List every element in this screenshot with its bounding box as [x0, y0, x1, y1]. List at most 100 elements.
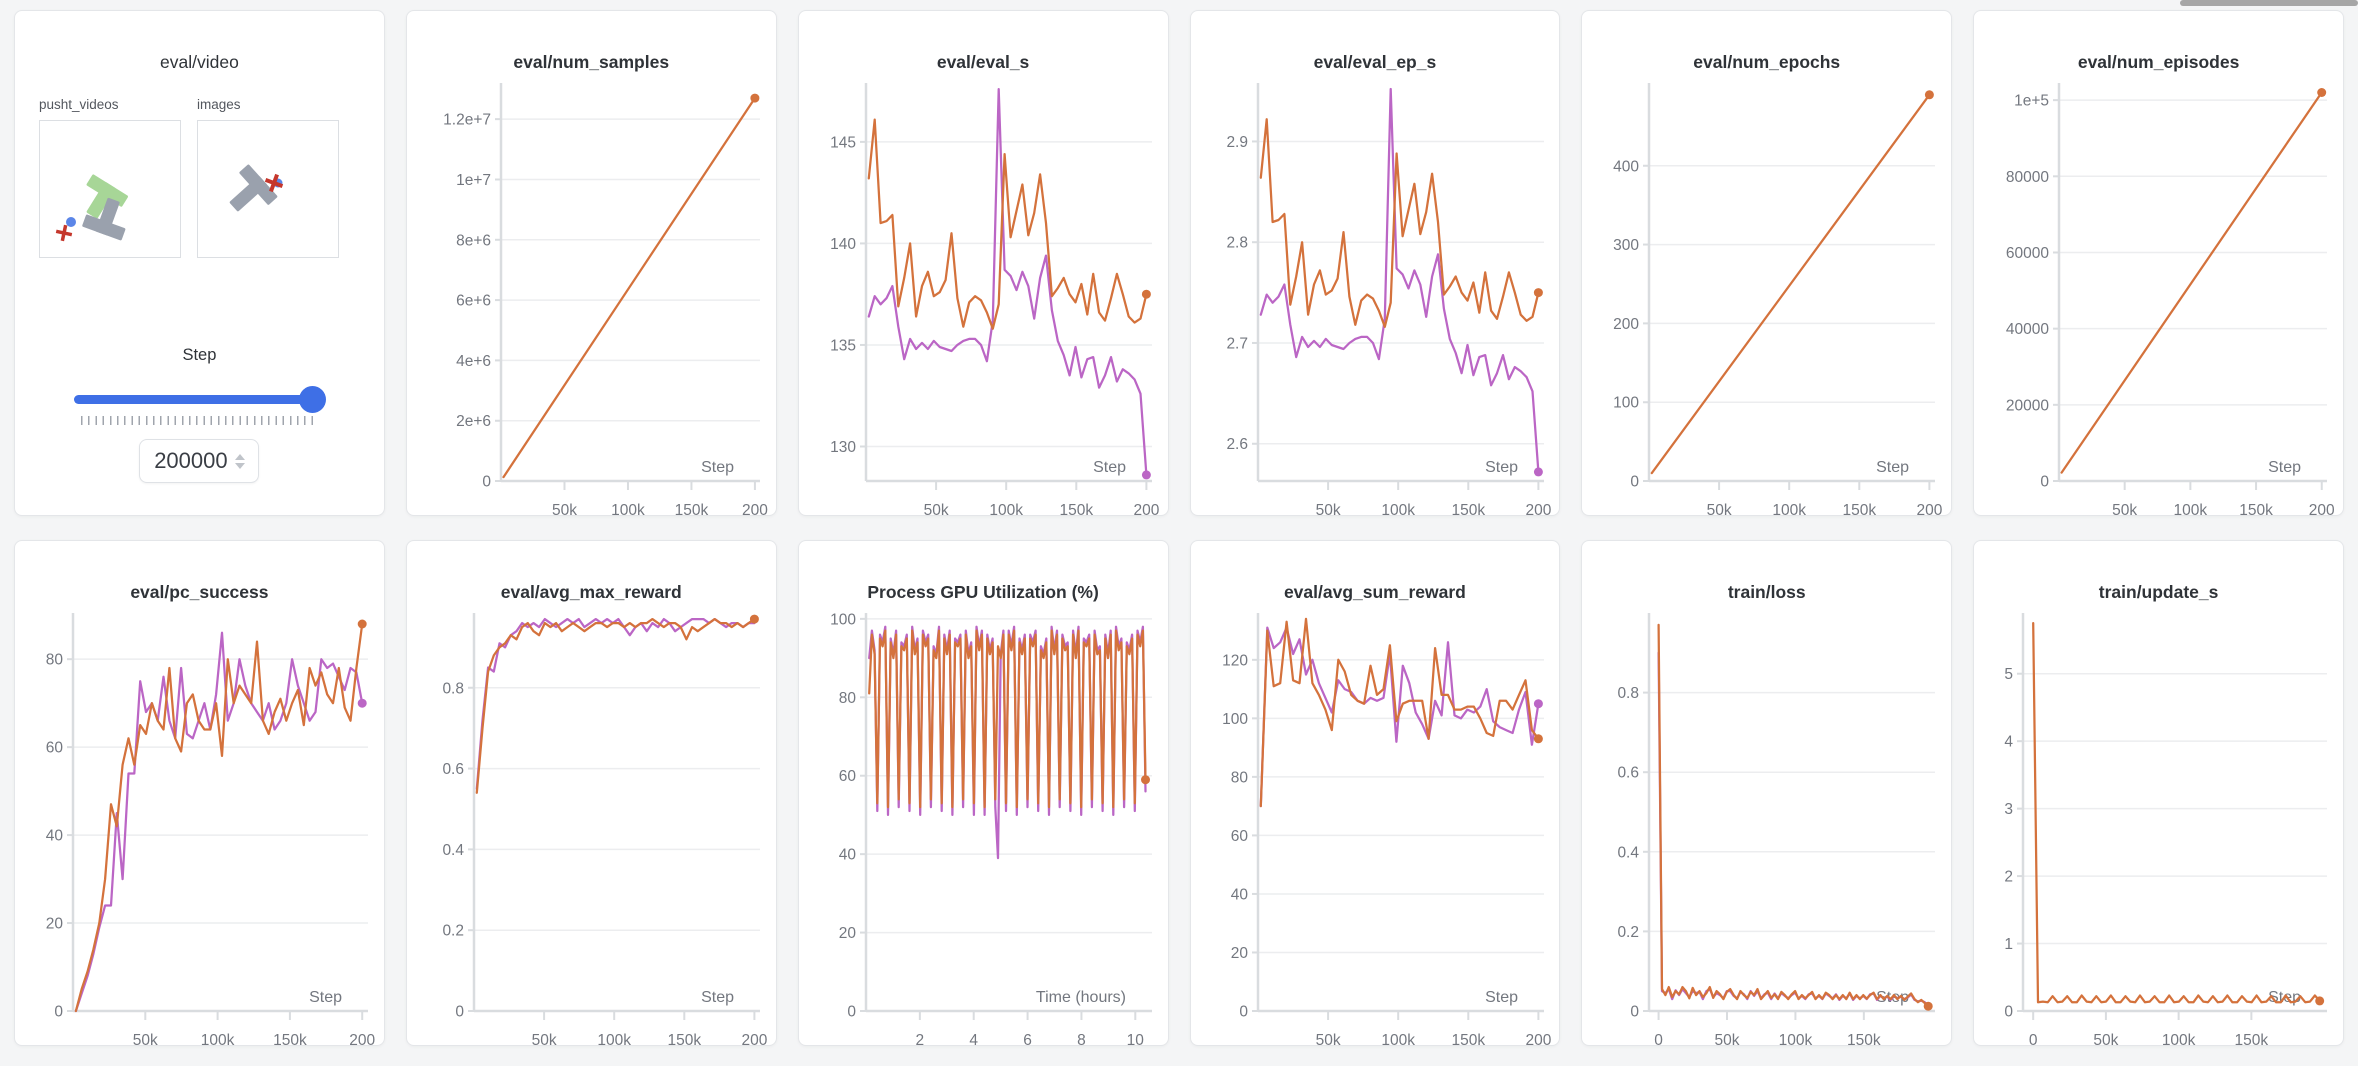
- series-end-dot-orange: [1924, 1001, 1934, 1011]
- x-tick-label: 50k: [2112, 502, 2137, 516]
- y-tick-label: 1: [2005, 936, 2014, 953]
- chart-title: eval/eval_ep_s: [1313, 52, 1437, 72]
- chart-plot-area[interactable]: 2.6 2.7 2.8 2.9 50k 100k 150k 200 Step: [1191, 73, 1560, 515]
- chart-plot-area[interactable]: 0 0.2 0.4 0.6 0.8 50k 100k 150k 200 Step: [407, 603, 776, 1045]
- step-slider[interactable]: [74, 386, 327, 413]
- y-tick-label: 40000: [2006, 321, 2049, 338]
- x-tick-label: 50k: [552, 502, 577, 516]
- panel-eval-num-episodes: eval/num_episodes 0 20000 40000 60000 80000 1e…: [1973, 10, 2344, 516]
- y-tick-label: 80: [46, 652, 64, 669]
- x-tick-label: 200: [742, 502, 768, 516]
- y-tick-label: 140: [830, 236, 856, 253]
- panel-eval-pc-success: eval/pc_success 0 20 40 60 80 50k 100k 150k 200 St…: [14, 540, 385, 1046]
- series-line-purple: [1259, 87, 1540, 474]
- panel-process-gpu-utilization: Process GPU Utilization (%) 0 20 40 60 80 100 2…: [797, 540, 1169, 1046]
- y-tick-label: 1e+7: [456, 172, 491, 189]
- panel-eval-video: eval/video pusht_videos: [14, 10, 385, 516]
- chart-title: eval/num_epochs: [1693, 52, 1841, 72]
- series-line-purple: [1657, 651, 1930, 1007]
- x-tick-label: 10: [1126, 1032, 1144, 1046]
- chart-plot-area[interactable]: 0 20 40 60 80 100 2 4 6 8 10 Time (hours): [799, 603, 1168, 1045]
- x-tick-label: 100k: [989, 502, 1023, 516]
- pusht-scene-icon: [55, 174, 128, 242]
- y-tick-label: 60: [46, 740, 64, 757]
- x-tick-label: 2: [915, 1032, 924, 1046]
- horizontal-scrollbar-thumb[interactable]: [2180, 0, 2358, 6]
- chart-plot-area[interactable]: 0 20 40 60 80 100 120 50k 100k 150k 200 Step: [1191, 603, 1560, 1045]
- series-line-orange: [74, 622, 364, 1013]
- chart-plot-area[interactable]: 0 100 200 300 400 50k 100k 150k 200 Step: [1582, 73, 1951, 515]
- chart-plot-area[interactable]: 0 20 40 60 80 50k 100k 150k 200 Step: [15, 603, 384, 1045]
- x-tick-label: 200: [1525, 502, 1551, 516]
- y-tick-label: 2e+6: [456, 413, 491, 430]
- x-tick-label: 50k: [1715, 1032, 1740, 1046]
- series-end-dot-purple: [1533, 467, 1543, 477]
- series-end-dot-orange: [1533, 288, 1543, 298]
- series-line-orange: [867, 629, 1147, 809]
- panel-eval-num-epochs: eval/num_epochs 0 100 200 300 400 50k 100k 150k 2…: [1581, 10, 1953, 516]
- y-tick-label: 2.7: [1226, 335, 1248, 352]
- spinner-down-icon[interactable]: [234, 462, 245, 469]
- goal-cross-icon: [264, 173, 284, 193]
- series-line-orange: [1259, 118, 1540, 328]
- pusht-video-thumbnail[interactable]: [39, 120, 181, 258]
- x-tick-label: 50k: [1315, 502, 1340, 516]
- x-tick-label: 50k: [1315, 1032, 1340, 1046]
- panel-train-update-s: train/update_s 0 1 2 3 4 5 0 50k 100k 150k Step: [1973, 540, 2344, 1046]
- images-thumbnail[interactable]: [197, 120, 339, 258]
- y-tick-label: 135: [830, 337, 856, 354]
- y-tick-label: 0.6: [1618, 765, 1640, 782]
- chart-title: eval/pc_success: [130, 582, 269, 602]
- x-tick-label: 50k: [923, 502, 948, 516]
- y-tick-label: 0: [482, 474, 491, 491]
- step-slider-knob[interactable]: [299, 386, 327, 413]
- x-tick-label: 100k: [1381, 502, 1415, 516]
- chart-plot-area[interactable]: 0 0.2 0.4 0.6 0.8 0 50k 100k 150k Step: [1582, 603, 1951, 1045]
- y-tick-label: 0.4: [442, 842, 464, 859]
- x-axis-title: Step: [2268, 459, 2301, 476]
- x-tick-label: 150k: [667, 1032, 701, 1046]
- x-tick-label: 200: [741, 1032, 767, 1046]
- y-tick-label: 3: [2005, 801, 2014, 818]
- chart-svg: 0 20 40 60 80 100 120 50k 100k 150k 200 Step: [1222, 613, 1551, 1046]
- x-tick-label: 200: [1917, 502, 1943, 516]
- chart-svg: 0 20000 40000 60000 80000 1e+5 50k 100k 150k 200 S…: [2006, 83, 2335, 516]
- x-axis-title: Step: [1485, 459, 1518, 476]
- y-tick-label: 100: [1613, 395, 1639, 412]
- x-axis-title: Time (hours): [1036, 989, 1126, 1006]
- y-tick-label: 2.9: [1226, 134, 1248, 151]
- y-tick-label: 0.4: [1618, 844, 1640, 861]
- y-tick-label: 1.2e+7: [443, 112, 491, 129]
- series-line-purple: [74, 631, 364, 1013]
- y-tick-label: 0: [1239, 1004, 1248, 1021]
- y-tick-label: 0.2: [442, 923, 464, 940]
- series-end-dot-purple: [1533, 699, 1543, 709]
- x-axis-title: Step: [1093, 459, 1126, 476]
- series-line-orange: [1259, 617, 1540, 808]
- x-tick-label: 50k: [531, 1032, 556, 1046]
- chart-plot-area[interactable]: 0 2e+6 4e+6 6e+6 8e+6 1e+7 1.2e+7 50k 100k 150k 20…: [407, 73, 776, 515]
- panel-eval-eval-ep-s: eval/eval_ep_s 2.6 2.7 2.8 2.9 50k 100k 150k 200…: [1189, 10, 1561, 516]
- y-tick-label: 0: [2041, 474, 2050, 491]
- y-tick-label: 0.8: [442, 680, 464, 697]
- spinner-up-icon[interactable]: [234, 453, 245, 460]
- panel-eval-avg-sum-reward: eval/avg_sum_reward 0 20 40 60 80 100 120 50k 100…: [1189, 540, 1561, 1046]
- x-tick-label: 150k: [1451, 502, 1485, 516]
- chart-plot-area[interactable]: 130 135 140 145 50k 100k 150k 200 Step: [799, 73, 1168, 515]
- step-input-spinners[interactable]: [234, 453, 245, 469]
- y-tick-label: 20: [838, 925, 856, 942]
- chart-plot-area[interactable]: 0 20000 40000 60000 80000 1e+5 50k 100k 150k 200 S…: [1974, 73, 2343, 515]
- step-slider-track[interactable]: [74, 395, 325, 404]
- y-tick-label: 80000: [2006, 169, 2049, 186]
- step-input[interactable]: 200000: [139, 439, 260, 483]
- y-tick-label: 2.6: [1226, 436, 1248, 453]
- y-tick-label: 200: [1613, 316, 1639, 333]
- x-tick-label: 150k: [1059, 502, 1093, 516]
- x-tick-label: 200: [1133, 502, 1159, 516]
- x-tick-label: 6: [1023, 1032, 1032, 1046]
- y-tick-label: 0: [1631, 1004, 1640, 1021]
- chart-title: train/update_s: [2098, 582, 2219, 602]
- chart-plot-area[interactable]: 0 1 2 3 4 5 0 50k 100k 150k Step: [1974, 603, 2343, 1045]
- y-tick-label: 60: [838, 768, 856, 785]
- x-tick-label: 4: [969, 1032, 978, 1046]
